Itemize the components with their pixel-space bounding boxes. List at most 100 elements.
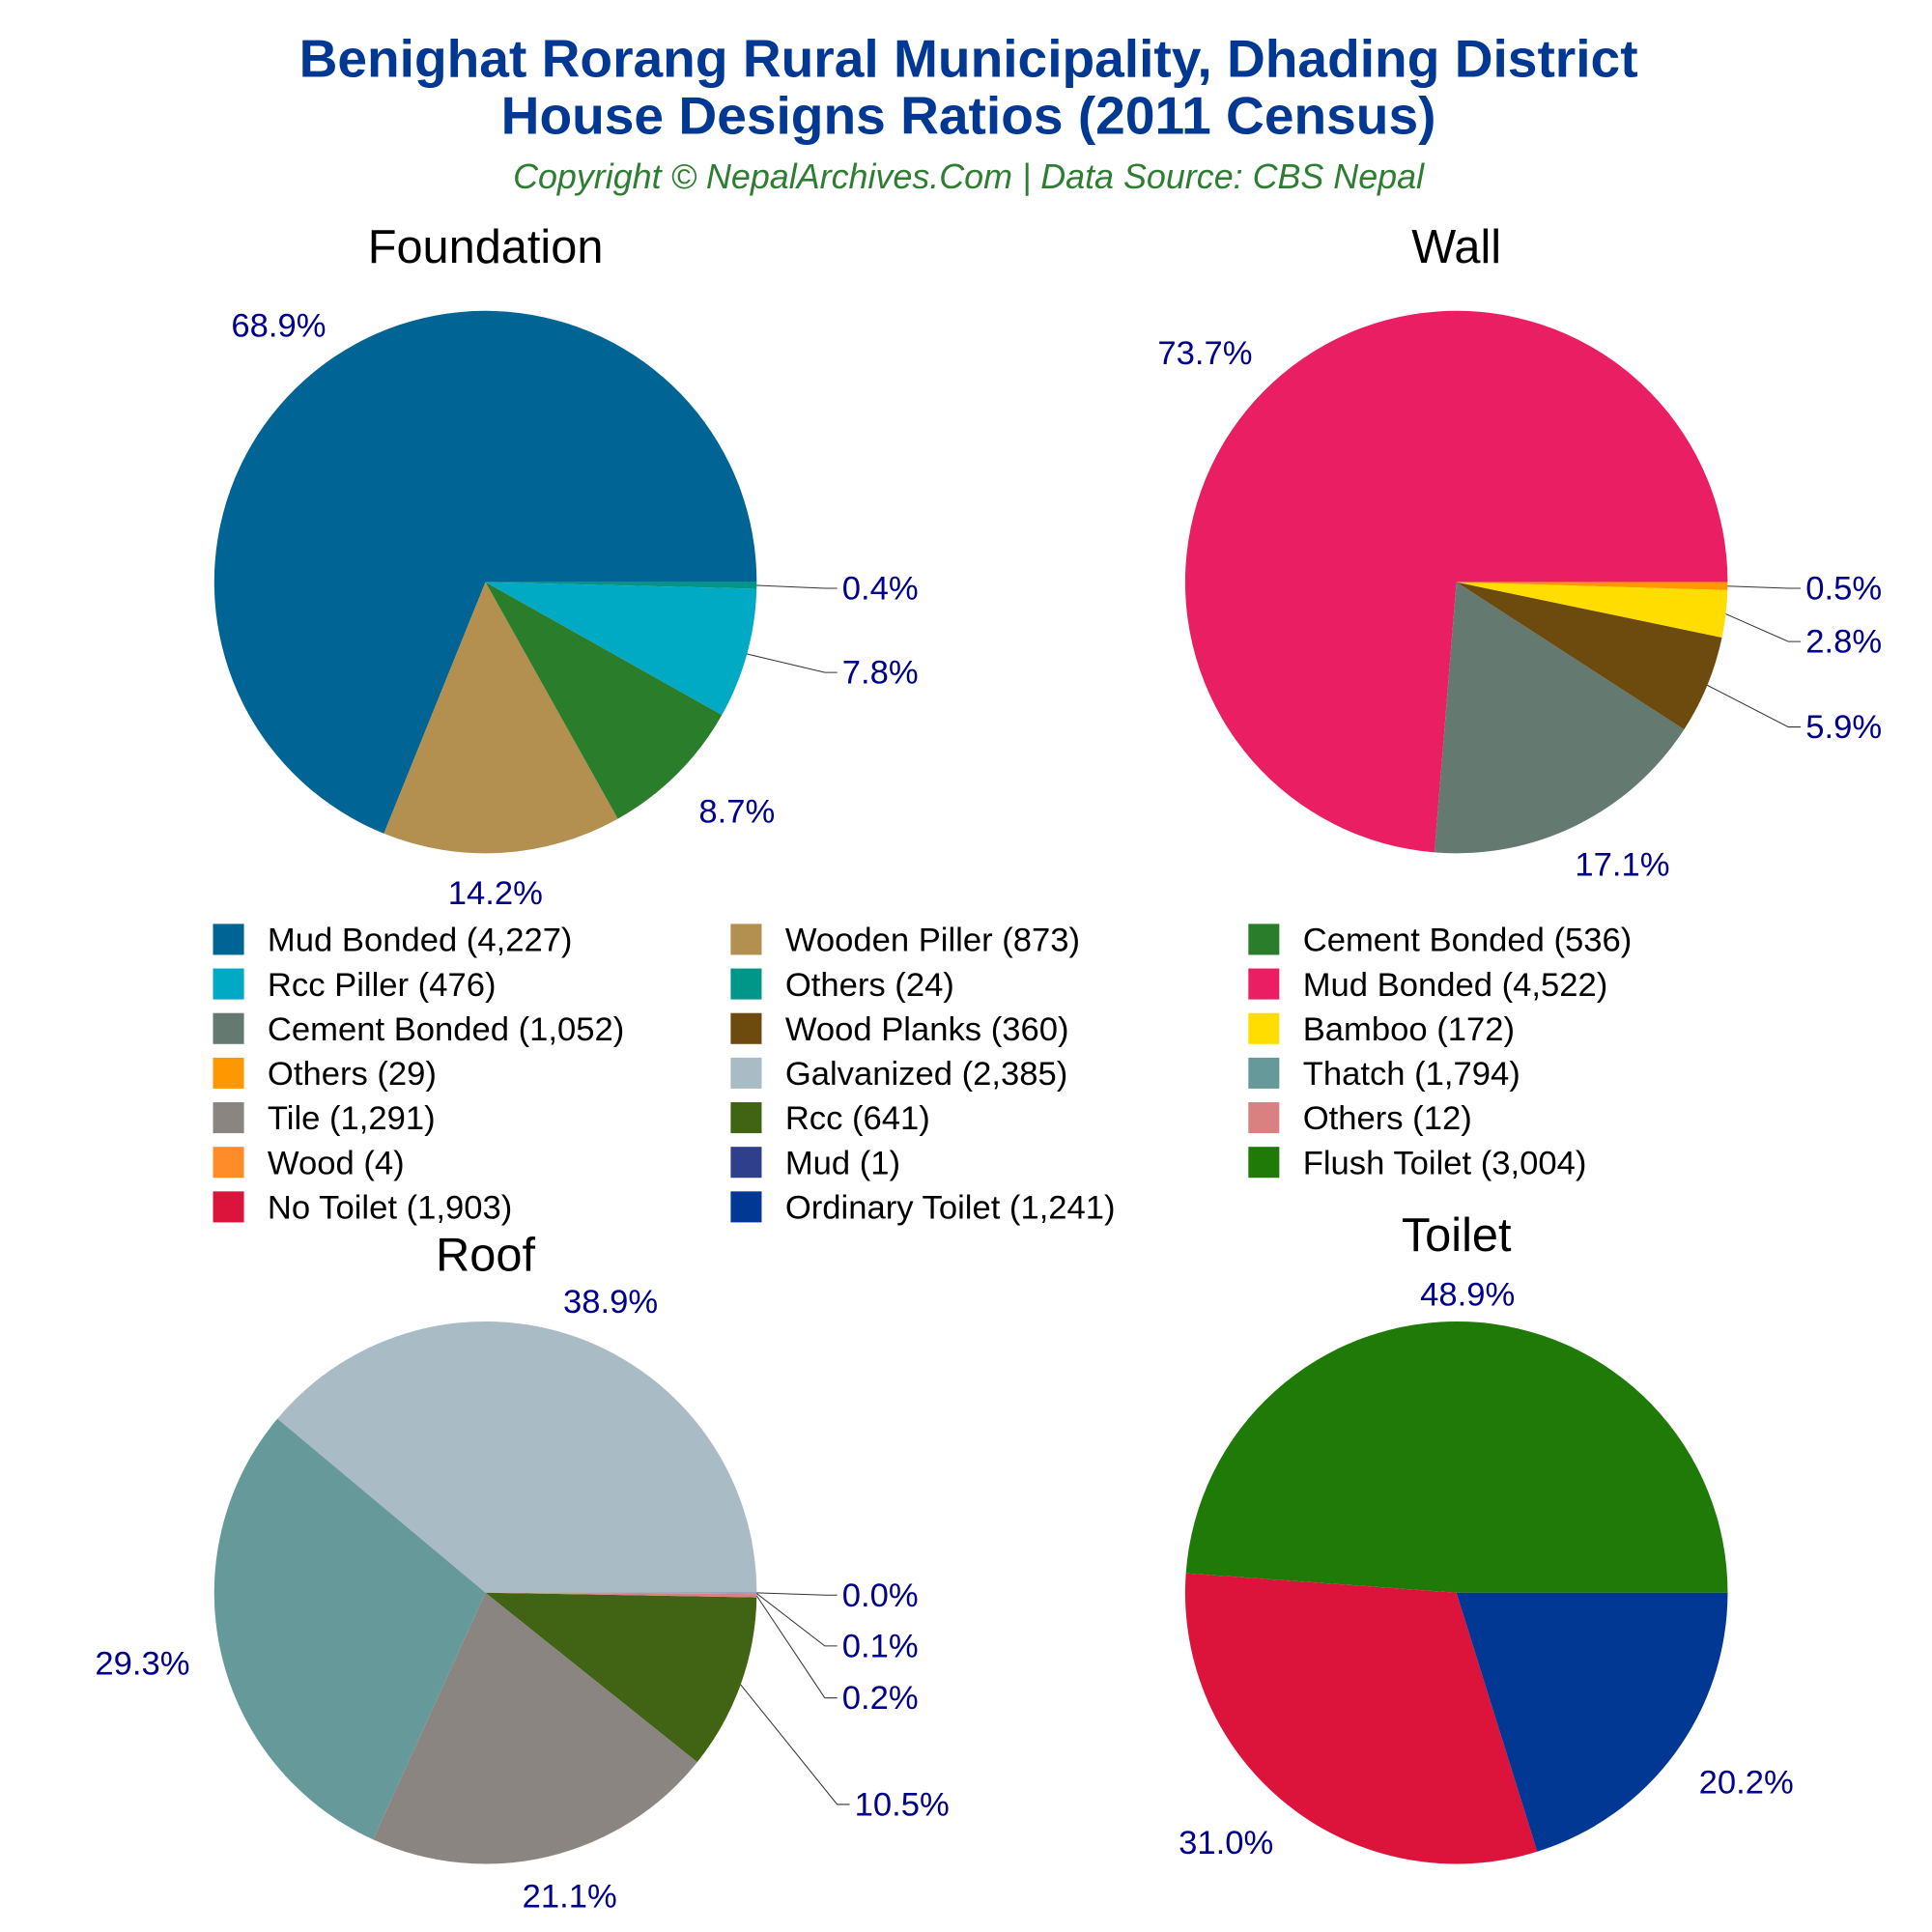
slice-label: 0.2%	[842, 1680, 919, 1717]
legend-swatch	[1248, 1012, 1280, 1044]
pie-slice	[1456, 1592, 1728, 1852]
slice-label: 7.8%	[842, 655, 919, 692]
legend-item: Cement Bonded (536)	[1248, 923, 1632, 959]
legend-item: No Toilet (1,903)	[213, 1190, 512, 1227]
slice-label: 0.0%	[842, 1577, 919, 1614]
leader-line	[756, 1593, 838, 1647]
slice-label: 73.7%	[1157, 335, 1252, 372]
pie-chart-roof: 38.9% 29.3% 21.1% 10.5% 0.2% 0.1% 0.0% Roof	[95, 1229, 949, 1915]
legend-label: Others (24)	[785, 967, 954, 1004]
legend: Mud Bonded (4,227) Wooden Piller (873) Cem…	[213, 923, 1632, 1227]
legend-item: Mud Bonded (4,522)	[1248, 967, 1607, 1004]
legend-swatch	[730, 1012, 762, 1044]
legend-swatch	[730, 1102, 762, 1134]
slice-label: 38.9%	[563, 1284, 658, 1321]
legend-item: Tile (1,291)	[213, 1100, 436, 1137]
leader-line	[1707, 684, 1802, 728]
legend-swatch	[730, 1191, 762, 1223]
slice-label: 29.3%	[95, 1645, 189, 1682]
legend-label: Thatch (1,794)	[1303, 1056, 1520, 1093]
pie-slice	[1184, 310, 1728, 853]
legend-item: Others (29)	[213, 1056, 437, 1093]
pie-slice	[485, 582, 757, 589]
pie-title: Wall	[1411, 221, 1501, 273]
legend-label: Wood (4)	[268, 1145, 405, 1181]
leader-line	[756, 584, 838, 589]
pie-slice	[1456, 582, 1722, 730]
pie-title: Roof	[436, 1229, 535, 1281]
pie-slice	[485, 1592, 757, 1598]
legend-item: Others (24)	[730, 967, 954, 1004]
legend-swatch	[213, 968, 244, 1000]
legend-item: Others (12)	[1248, 1100, 1472, 1137]
legend-label: Cement Bonded (1,052)	[268, 1011, 624, 1048]
legend-swatch	[730, 968, 762, 1000]
title-line-2: House Designs Ratios (2011 Census)	[501, 85, 1436, 145]
pie-slice	[213, 310, 757, 834]
legend-label: Flush Toilet (3,004)	[1303, 1145, 1587, 1181]
legend-label: Ordinary Toilet (1,241)	[785, 1190, 1116, 1227]
slice-label: 0.1%	[842, 1628, 919, 1664]
legend-label: Cement Bonded (536)	[1303, 923, 1633, 959]
legend-label: Tile (1,291)	[268, 1100, 436, 1137]
legend-label: Rcc (641)	[785, 1100, 930, 1137]
pie-slice	[485, 1592, 757, 1763]
subtitle: Copyright © NepalArchives.Com | Data Sou…	[513, 157, 1425, 196]
legend-swatch	[213, 1191, 244, 1223]
slice-label: 31.0%	[1179, 1825, 1273, 1861]
pie-slice	[373, 1592, 697, 1864]
pie-chart-wall: 73.7% 17.1% 5.9% 2.8% 0.5% Wall	[1157, 221, 1882, 884]
slice-label: 0.5%	[1805, 571, 1882, 608]
leader-line	[740, 1684, 850, 1805]
slice-label: 14.2%	[448, 875, 543, 912]
slice-label: 10.5%	[855, 1786, 950, 1823]
legend-swatch	[213, 923, 244, 955]
legend-item: Flush Toilet (3,004)	[1248, 1145, 1586, 1181]
pie-title: Toilet	[1402, 1209, 1512, 1262]
legend-label: Others (29)	[268, 1056, 437, 1093]
slice-label: 68.9%	[231, 308, 326, 345]
legend-item: Cement Bonded (1,052)	[213, 1011, 624, 1048]
legend-item: Mud (1)	[730, 1145, 900, 1181]
legend-label: Rcc Piller (476)	[268, 967, 497, 1004]
slice-label: 8.7%	[698, 793, 775, 830]
legend-swatch	[1248, 923, 1280, 955]
legend-swatch	[213, 1102, 244, 1134]
legend-item: Bamboo (172)	[1248, 1011, 1515, 1048]
slice-label: 21.1%	[523, 1878, 617, 1915]
legend-item: Wood (4)	[213, 1145, 405, 1181]
legend-label: Mud (1)	[785, 1145, 900, 1181]
pie-slice	[485, 1592, 757, 1595]
pie-slice	[277, 1321, 757, 1593]
pie-slice	[213, 1418, 486, 1840]
legend-item: Mud Bonded (4,227)	[213, 923, 573, 959]
title-line-1: Benighat Rorang Rural Municipality, Dhad…	[299, 28, 1638, 88]
legend-label: Mud Bonded (4,227)	[268, 923, 573, 959]
leader-line	[1725, 613, 1802, 642]
slice-label: 17.1%	[1575, 846, 1669, 883]
legend-item: Thatch (1,794)	[1248, 1056, 1520, 1093]
leader-line	[747, 653, 838, 673]
legend-label: No Toilet (1,903)	[268, 1190, 512, 1227]
leader-line	[756, 1592, 838, 1596]
legend-item: Galvanized (2,385)	[730, 1056, 1067, 1093]
pie-slice	[1456, 582, 1728, 590]
legend-swatch	[1248, 1102, 1280, 1134]
legend-item: Ordinary Toilet (1,241)	[730, 1190, 1116, 1227]
slice-label: 2.8%	[1805, 624, 1882, 661]
legend-swatch	[1248, 1057, 1280, 1089]
leader-line	[755, 1595, 838, 1699]
pie-title: Foundation	[368, 221, 604, 273]
legend-label: Wood Planks (360)	[785, 1011, 1069, 1048]
legend-label: Others (12)	[1303, 1100, 1472, 1137]
legend-label: Bamboo (172)	[1303, 1011, 1515, 1048]
legend-swatch	[1248, 968, 1280, 1000]
legend-item: Wooden Piller (873)	[730, 923, 1080, 959]
pie-slice	[384, 582, 618, 854]
pie-chart-toilet: 48.9% 31.0% 20.2% Toilet	[1179, 1209, 1794, 1864]
legend-label: Mud Bonded (4,522)	[1303, 967, 1608, 1004]
legend-item: Wood Planks (360)	[730, 1011, 1069, 1048]
pie-slice	[485, 582, 723, 819]
